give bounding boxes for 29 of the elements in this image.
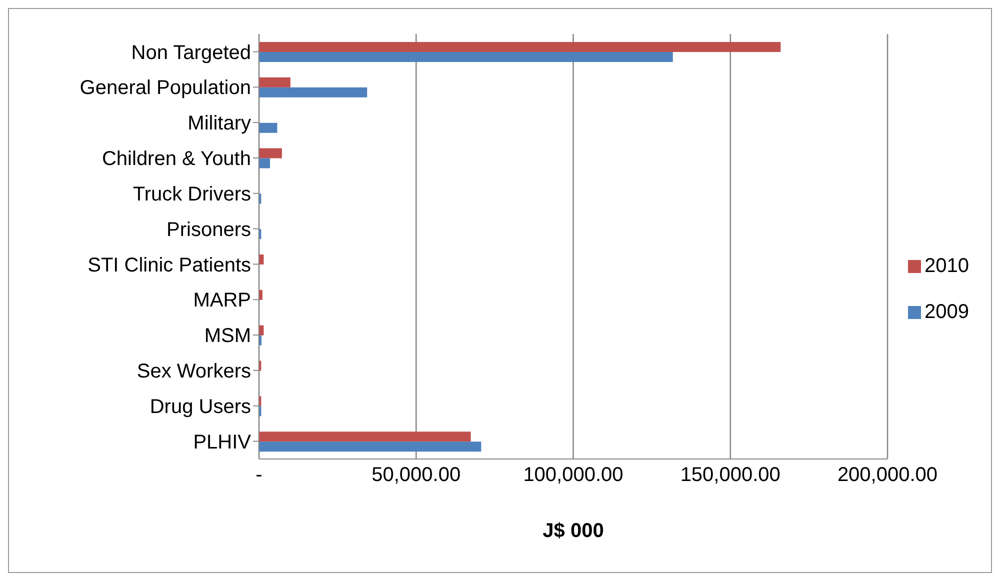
- bar: [259, 442, 482, 452]
- y-tick-label: MARP: [193, 290, 251, 312]
- y-tick-label: MSM: [204, 325, 251, 348]
- bar: [259, 52, 673, 62]
- y-tick-label: Sex Workers: [136, 360, 251, 383]
- bar: [259, 148, 282, 158]
- y-tick-label: Non Targeted: [131, 42, 251, 64]
- y-tick-label: General Population: [80, 77, 251, 100]
- x-tick-label: 150,000.00: [680, 464, 780, 486]
- x-tick-label: 100,000.00: [523, 464, 624, 486]
- bar: [259, 77, 290, 88]
- x-axis-title: J$ 000: [542, 520, 604, 542]
- legend-label: 2010: [924, 254, 969, 279]
- y-tick-label: PLHIV: [193, 431, 252, 454]
- x-tick-label: 200,000.00: [837, 464, 938, 486]
- y-tick-label: Truck Drivers: [132, 183, 251, 206]
- y-tick-label: Military: [188, 112, 251, 135]
- legend-label: 2009: [924, 300, 969, 325]
- y-tick-label: Children & Youth: [102, 148, 251, 170]
- y-tick-label: Prisoners: [166, 218, 251, 241]
- bar: [259, 432, 471, 442]
- bar: [259, 42, 781, 52]
- y-tick-label: Drug Users: [150, 396, 251, 418]
- x-tick-label: -: [256, 464, 262, 486]
- bar: [259, 158, 270, 168]
- bar: [259, 87, 368, 98]
- x-tick-label: 50,000.00: [372, 464, 461, 486]
- y-tick-label: STI Clinic Patients: [88, 254, 251, 276]
- bar: [259, 122, 278, 133]
